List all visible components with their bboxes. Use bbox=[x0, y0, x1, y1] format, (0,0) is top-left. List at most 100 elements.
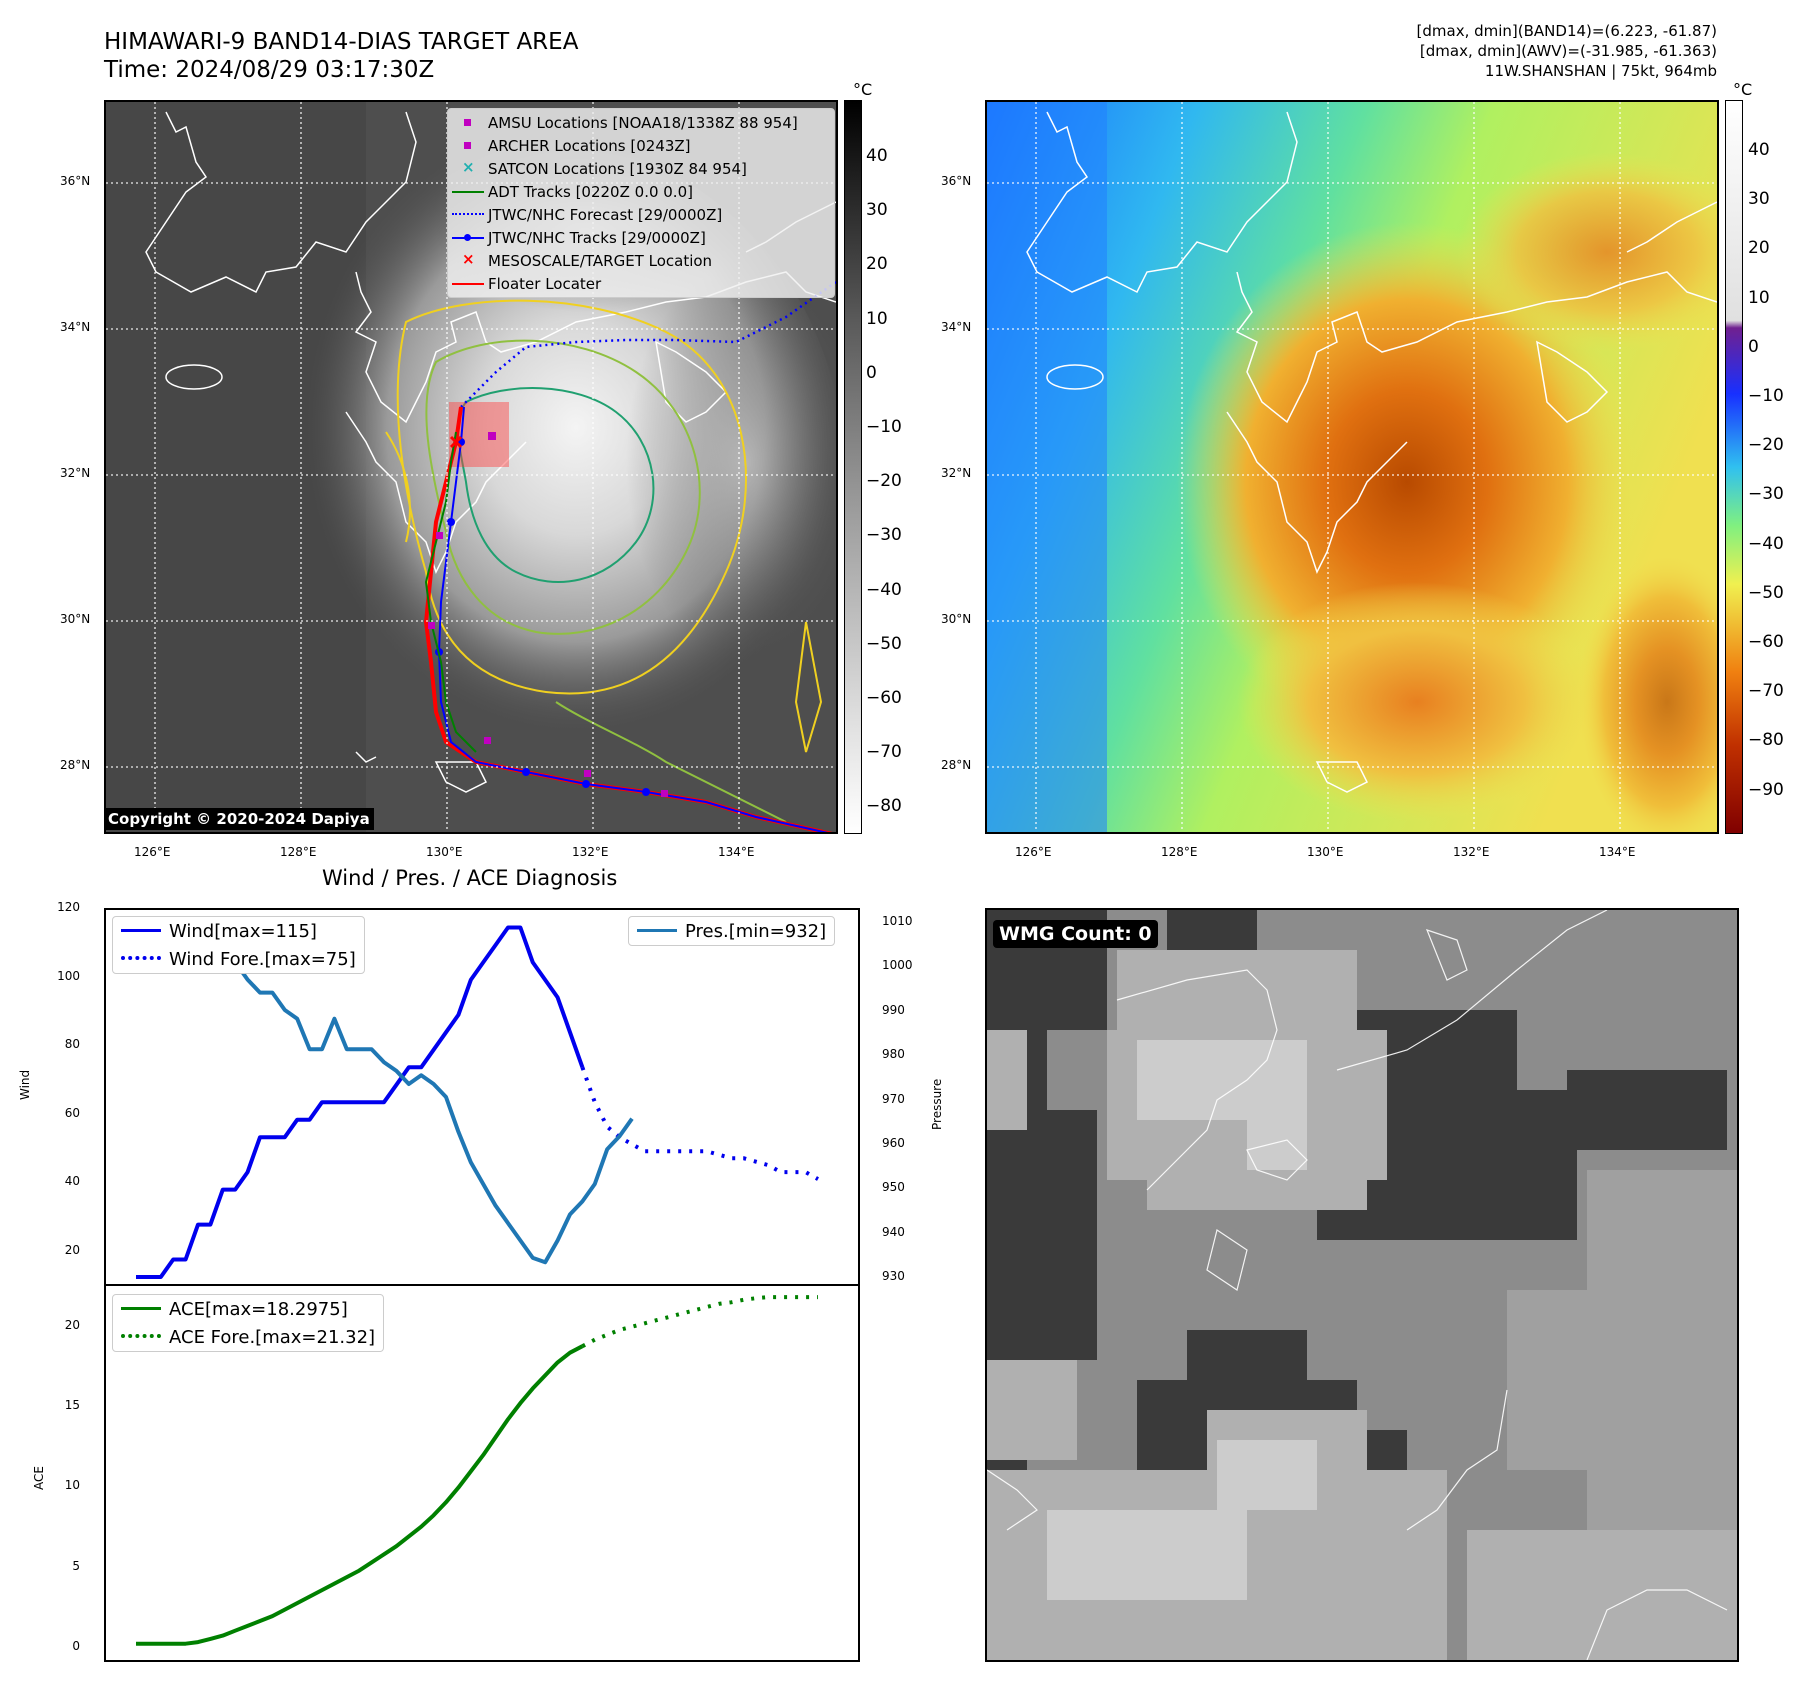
colorbar-tick-label: 0 bbox=[1748, 336, 1759, 357]
lat-label: 28°N bbox=[60, 758, 91, 772]
colorbar-tick-label: −70 bbox=[1748, 681, 1784, 702]
colorbar-tick-label: 20 bbox=[866, 254, 888, 275]
axis-tick-label: 0 bbox=[72, 1638, 80, 1653]
lat-label: 32°N bbox=[941, 466, 972, 480]
series-line bbox=[580, 1066, 819, 1181]
colorbar-tick-label: −40 bbox=[866, 579, 902, 600]
colorbar-tick-label: −70 bbox=[866, 742, 902, 763]
colorbar-tick-label: −40 bbox=[1748, 533, 1784, 554]
lon-label: 130°E bbox=[426, 845, 463, 859]
axis-tick-label: 20 bbox=[64, 1318, 80, 1332]
x-marker-icon: × bbox=[462, 158, 475, 176]
square-marker-icon bbox=[448, 134, 488, 157]
colorbar-tick-label: 40 bbox=[1748, 140, 1770, 160]
series-line bbox=[136, 925, 634, 1265]
color-colorbar bbox=[1725, 100, 1743, 834]
chart-title: HIMAWARI-9 BAND14-DIAS TARGET AREA bbox=[104, 29, 579, 55]
square-marker-icon bbox=[448, 111, 488, 134]
lon-label: 130°E bbox=[1307, 845, 1344, 859]
axis-tick-label: 1010 bbox=[882, 914, 913, 928]
colorbar-tick-label: −50 bbox=[1748, 582, 1784, 603]
gray-colorbar-unit: °C bbox=[853, 80, 873, 99]
legend-item-satcon: × SATCON Locations [1930Z 84 954] bbox=[448, 157, 834, 180]
legend-item-archer: ARCHER Locations [0243Z] bbox=[448, 134, 834, 157]
map-legend: AMSU Locations [NOAA18/1338Z 88 954] ARC… bbox=[447, 108, 835, 298]
lon-label: 128°E bbox=[280, 845, 317, 859]
line-dot-icon bbox=[448, 226, 488, 249]
lon-label: 126°E bbox=[134, 845, 171, 859]
dotted-line-icon bbox=[113, 1323, 169, 1351]
ace-axis-label: ACE bbox=[32, 1466, 46, 1490]
line-marker-icon bbox=[448, 272, 488, 295]
diagnosis-title: Wind / Pres. / ACE Diagnosis bbox=[322, 866, 618, 890]
forecast-track bbox=[460, 280, 836, 408]
axis-tick-label: 970 bbox=[882, 1091, 905, 1106]
axis-tick-label: 100 bbox=[57, 968, 80, 983]
axis-tick-label: 15 bbox=[64, 1398, 80, 1413]
axis-tick-label: 980 bbox=[882, 1047, 905, 1062]
axis-tick-label: 930 bbox=[882, 1269, 905, 1284]
solid-line-icon bbox=[113, 1295, 169, 1323]
axis-tick-label: 10 bbox=[64, 1478, 80, 1493]
chart-time: Time: 2024/08/29 03:17:30Z bbox=[104, 57, 435, 83]
axis-tick-label: 5 bbox=[72, 1558, 80, 1573]
dotted-line-icon bbox=[448, 203, 488, 226]
lat-label: 32°N bbox=[60, 466, 91, 480]
wmg-count-badge: WMG Count: 0 bbox=[993, 920, 1158, 948]
legend-item-adt: ADT Tracks [0220Z 0.0 0.0] bbox=[448, 180, 834, 203]
ace-plot bbox=[135, 1295, 819, 1646]
lon-label: 132°E bbox=[1453, 845, 1490, 859]
lat-label: 30°N bbox=[941, 612, 972, 626]
lat-label: 36°N bbox=[941, 174, 972, 188]
axis-tick-label: 950 bbox=[882, 1180, 905, 1195]
legend-ace-forecast: ACE Fore.[max=21.32] bbox=[169, 1326, 376, 1348]
dotted-line-icon bbox=[113, 945, 169, 973]
pressure-axis-label: Pressure bbox=[930, 1078, 944, 1130]
info-line-storm: 11W.SHANSHAN | 75kt, 964mb bbox=[1484, 62, 1717, 80]
lat-label: 34°N bbox=[941, 320, 972, 334]
colorbar-tick-label: −20 bbox=[866, 471, 902, 492]
legend-item-jtwc-tracks: JTWC/NHC Tracks [29/0000Z] bbox=[448, 226, 834, 249]
lon-label: 126°E bbox=[1015, 845, 1052, 859]
legend-pressure: Pres.[min=932] bbox=[685, 920, 827, 942]
lat-label: 36°N bbox=[60, 174, 91, 188]
legend-item-floater: Floater Locater bbox=[448, 272, 834, 295]
legend-wind: Wind[max=115] bbox=[169, 920, 317, 942]
color-colorbar-unit: °C bbox=[1733, 80, 1753, 99]
legend-item-jtwc-forecast: JTWC/NHC Forecast [29/0000Z] bbox=[448, 203, 834, 226]
colorbar-tick-label: −60 bbox=[1748, 632, 1784, 652]
info-line-band14: [dmax, dmin](BAND14)=(6.223, -61.87) bbox=[1416, 22, 1717, 40]
lon-label: 134°E bbox=[1599, 845, 1636, 859]
colorbar-tick-label: −50 bbox=[866, 633, 902, 654]
axis-tick-label: 20 bbox=[64, 1243, 80, 1257]
colorbar-tick-label: −80 bbox=[1748, 730, 1784, 751]
axis-tick-label: 960 bbox=[882, 1136, 905, 1150]
colorbar-tick-label: 40 bbox=[866, 146, 888, 166]
colorbar-tick-label: 30 bbox=[866, 200, 888, 221]
colorbar-tick-label: −90 bbox=[1748, 779, 1784, 800]
series-line bbox=[136, 1344, 584, 1646]
axis-tick-label: 80 bbox=[64, 1037, 80, 1052]
lon-label: 132°E bbox=[572, 845, 609, 859]
pressure-legend: Pres.[min=932] bbox=[628, 916, 836, 946]
legend-ace: ACE[max=18.2975] bbox=[169, 1298, 348, 1320]
axis-tick-label: 120 bbox=[57, 900, 80, 914]
colorbar-tick-label: 30 bbox=[1748, 189, 1770, 210]
jtwc-track bbox=[437, 406, 829, 832]
colorbar-tick-label: −10 bbox=[866, 417, 902, 437]
wind-axis-label: Wind bbox=[18, 1069, 32, 1100]
colorbar-tick-label: 10 bbox=[866, 308, 888, 329]
gray-colorbar bbox=[844, 100, 862, 834]
colorbar-tick-label: −20 bbox=[1748, 435, 1784, 456]
colorbar-tick-label: −60 bbox=[866, 688, 902, 708]
wind-legend: Wind[max=115] Wind Fore.[max=75] bbox=[112, 916, 365, 974]
colorbar-tick-label: −80 bbox=[866, 796, 902, 817]
awv-map-image bbox=[987, 102, 1717, 832]
lon-label: 134°E bbox=[718, 845, 755, 859]
colorbar-tick-label: −30 bbox=[866, 525, 902, 546]
lon-label: 128°E bbox=[1161, 845, 1198, 859]
lat-label: 28°N bbox=[941, 758, 972, 772]
awv-map-panel bbox=[985, 100, 1719, 834]
colorbar-tick-label: −30 bbox=[1748, 484, 1784, 505]
lat-label: 34°N bbox=[60, 320, 91, 334]
